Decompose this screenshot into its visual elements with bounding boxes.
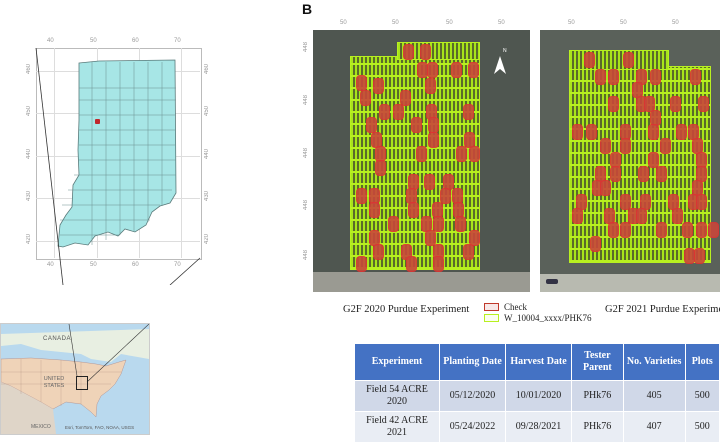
- map-attribution: Esri, TomTom, FAO, NOAA, USGS: [65, 425, 134, 430]
- legend-label: Check: [504, 302, 527, 312]
- tick-label: 448: [303, 42, 309, 52]
- legend: Check W_10004_xxxx/PHK76: [484, 301, 592, 323]
- tick-label: 50: [340, 20, 347, 26]
- cell-experiment: Field 42 ACRE 2021: [355, 412, 440, 442]
- aerial-image-2021: [540, 30, 720, 292]
- table-header-row: Experiment Planting Date Harvest Date Te…: [355, 344, 720, 381]
- col-header-plots: Plots: [685, 344, 720, 381]
- variety-swatch-icon: [484, 314, 499, 322]
- legend-item-check: Check: [484, 301, 592, 312]
- tick-label: 448: [303, 250, 309, 260]
- indiana-state-shape: [0, 0, 240, 285]
- country-label-canada: CANADA: [43, 336, 71, 342]
- field-road: [540, 274, 720, 292]
- usa-map-panel: CANADA UNITED STATES MEXICO Esri, TomTom…: [0, 323, 150, 435]
- col-header-planting-date: Planting Date: [440, 344, 506, 381]
- aerial-image-2020: N: [313, 30, 530, 292]
- cell-plots: 500: [685, 412, 720, 442]
- tick-label: 50: [672, 20, 679, 26]
- tick-label: 448: [303, 200, 309, 210]
- caption-2020: G2F 2020 Purdue Experiment: [343, 304, 469, 315]
- cell-experiment: Field 54 ACRE 2020: [355, 381, 440, 412]
- cell-no-varieties: 405: [623, 381, 685, 412]
- caption-2021: G2F 2021 Purdue Experime: [605, 304, 720, 315]
- col-header-tester-parent: Tester Parent: [571, 344, 623, 381]
- tick-label: 448: [303, 148, 309, 158]
- col-header-harvest-date: Harvest Date: [506, 344, 572, 381]
- country-label-mexico: MEXICO: [31, 424, 51, 430]
- study-site-marker: [95, 119, 100, 124]
- panel-b-label: B: [302, 1, 312, 17]
- table-row: Field 54 ACRE 2020 05/12/2020 10/01/2020…: [355, 381, 720, 412]
- indiana-map-panel: 40 50 60 70 40 50 60 70 460 450 440 430 …: [0, 0, 240, 285]
- cell-planting-date: 05/24/2022: [440, 412, 506, 442]
- cell-tester-parent: PHk76: [571, 412, 623, 442]
- check-swatch-icon: [484, 303, 499, 311]
- indiana-extent-box: [76, 376, 88, 390]
- col-header-no-varieties: No. Varieties: [623, 344, 685, 381]
- tick-label: 50: [498, 20, 505, 26]
- tick-label: 50: [392, 20, 399, 26]
- cell-no-varieties: 407: [623, 412, 685, 442]
- legend-label: W_10004_xxxx/PHK76: [504, 313, 592, 323]
- cell-planting-date: 05/12/2020: [440, 381, 506, 412]
- cell-plots: 500: [685, 381, 720, 412]
- legend-item-variety: W_10004_xxxx/PHK76: [484, 312, 592, 323]
- field-road: [313, 272, 530, 292]
- north-label: N: [503, 48, 507, 54]
- table-row: Field 42 ACRE 2021 05/24/2022 09/28/2021…: [355, 412, 720, 442]
- vehicle: [546, 279, 558, 284]
- cell-tester-parent: PHk76: [571, 381, 623, 412]
- cell-harvest-date: 09/28/2021: [506, 412, 572, 442]
- tick-label: 50: [568, 20, 575, 26]
- tick-label: 50: [446, 20, 453, 26]
- tick-label: 448: [303, 95, 309, 105]
- country-label-us: UNITED STATES: [39, 376, 69, 390]
- usa-land-shape: [1, 324, 149, 434]
- cell-harvest-date: 10/01/2020: [506, 381, 572, 412]
- tick-label: 50: [620, 20, 627, 26]
- col-header-experiment: Experiment: [355, 344, 440, 381]
- north-arrow-icon: [493, 54, 507, 76]
- experiment-table: Experiment Planting Date Harvest Date Te…: [355, 344, 720, 442]
